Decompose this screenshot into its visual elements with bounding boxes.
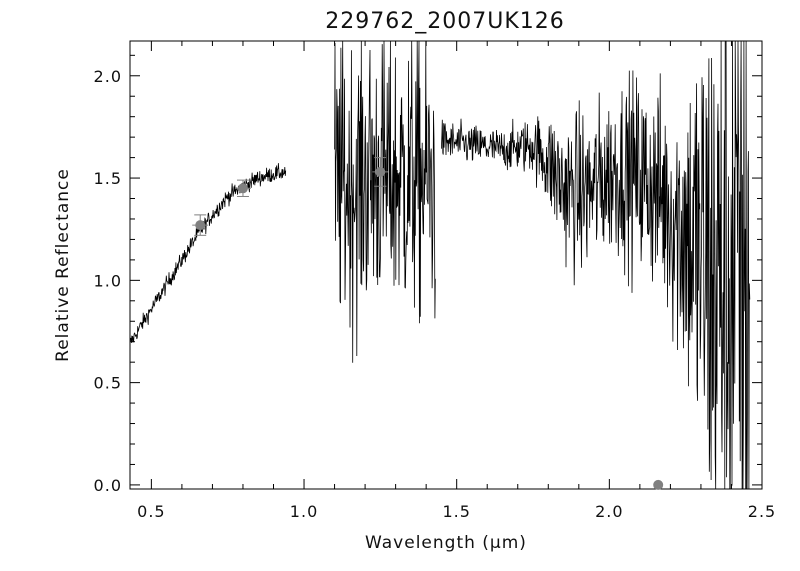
y-tick-label: 0.5	[94, 374, 122, 393]
y-axis-label: Relative Reflectance	[53, 168, 73, 362]
spectrum-segment-1	[129, 163, 287, 343]
plot-frame	[129, 40, 763, 490]
y-tick-label: 1.5	[94, 169, 122, 188]
x-axis-label: Wavelength (μm)	[365, 533, 527, 553]
x-tick-label: 2.0	[595, 502, 623, 521]
photometry-point	[375, 166, 386, 177]
y-tick-label: 0.0	[94, 476, 122, 495]
y-axis-ticks: 0.0 0.5 1.0 1.5 2.0	[94, 54, 762, 495]
y-tick-label: 2.0	[94, 67, 122, 86]
photometry-point	[237, 183, 248, 194]
photometry-point	[653, 479, 664, 490]
x-tick-label: 1.5	[442, 502, 470, 521]
photometry-point	[195, 220, 206, 231]
photometry-points	[192, 157, 664, 490]
spectrum-segment-3	[441, 40, 751, 490]
x-axis-ticks: 0.5 1.0 1.5 2.0 2.5	[137, 41, 776, 521]
spectrum-segment-2	[334, 40, 436, 363]
chart-title: 229762_2007UK126	[325, 9, 565, 34]
plot-area	[129, 40, 763, 490]
x-tick-label: 0.5	[137, 502, 165, 521]
x-tick-label: 1.0	[290, 502, 318, 521]
spectrum-lines	[129, 40, 751, 490]
y-tick-label: 1.0	[94, 271, 122, 290]
x-tick-label: 2.5	[748, 502, 776, 521]
